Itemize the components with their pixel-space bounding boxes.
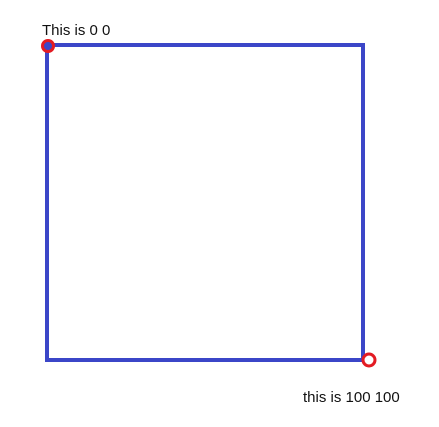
origin-label: This is 0 0 bbox=[42, 22, 111, 39]
origin-marker bbox=[41, 39, 55, 53]
end-label: this is 100 100 bbox=[303, 389, 400, 406]
square-outline bbox=[45, 43, 365, 362]
end-marker bbox=[361, 352, 377, 368]
